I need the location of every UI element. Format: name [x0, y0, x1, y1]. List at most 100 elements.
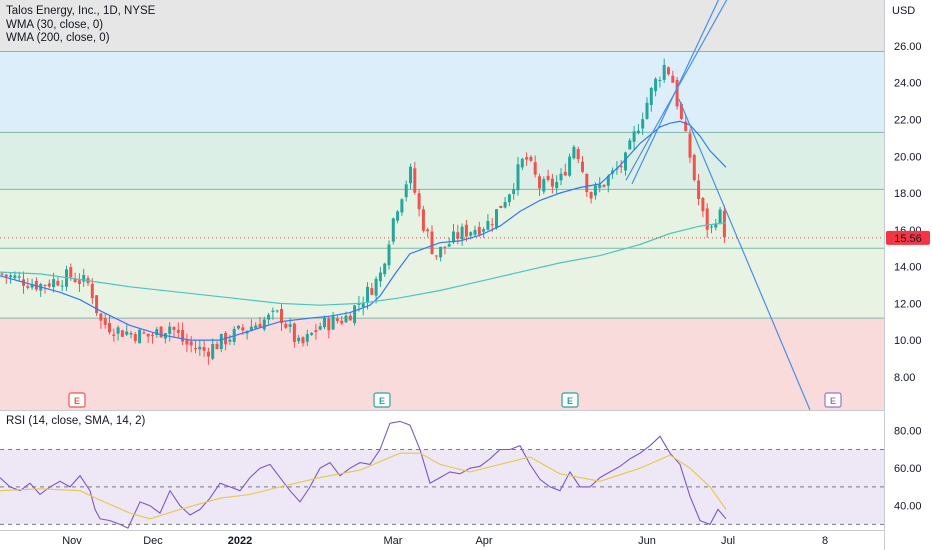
candle-body: [284, 323, 288, 328]
candle-body: [400, 199, 404, 213]
candle-body: [275, 310, 279, 312]
candle-body: [662, 64, 666, 80]
candle-body: [69, 267, 73, 278]
candle-body: [529, 156, 533, 161]
candle-body: [262, 319, 266, 330]
chart-title: Talos Energy, Inc., 1D, NYSE: [6, 5, 156, 17]
candle-body: [525, 157, 529, 160]
candle-body: [576, 148, 580, 160]
candle-body: [344, 315, 348, 323]
time-tick: Dec: [143, 535, 163, 547]
candle-body: [151, 334, 154, 336]
candle-body: [318, 326, 322, 330]
zone-band: [0, 248, 884, 319]
price-tick: 24.00: [894, 78, 922, 90]
price-tick: 26.00: [894, 41, 922, 53]
candle-body: [13, 275, 17, 279]
candle-body: [452, 231, 455, 243]
candle-body: [138, 329, 142, 344]
candle-body: [447, 244, 451, 247]
candle-body: [503, 202, 507, 208]
candle-body: [636, 130, 640, 134]
wma200-legend: WMA (200, close, 0): [6, 32, 110, 44]
candle-body: [52, 279, 56, 288]
candle-body: [581, 161, 584, 172]
candle-body: [512, 188, 516, 195]
candle-body: [103, 318, 107, 325]
candle-body: [129, 333, 133, 335]
earnings-marker: E: [561, 392, 579, 408]
candle-body: [692, 154, 696, 181]
earnings-label: E: [567, 396, 573, 406]
candle-body: [641, 119, 645, 129]
candle-body: [378, 272, 382, 282]
candle-body: [99, 313, 103, 321]
candle-body: [228, 339, 232, 342]
trend-line: [631, 0, 720, 185]
candle-body: [482, 229, 486, 232]
candle-body: [632, 131, 636, 142]
candle-body: [619, 166, 623, 168]
earnings-marker: E: [824, 392, 842, 408]
candle-body: [417, 193, 421, 210]
candle-body: [120, 330, 124, 337]
earnings-badge: [68, 392, 86, 408]
candle-body: [108, 322, 111, 333]
candle-body: [258, 323, 262, 328]
candle-body: [705, 208, 709, 230]
rsi-tick: 60.00: [894, 463, 922, 475]
candle-body: [645, 102, 649, 119]
candle-body: [718, 209, 722, 224]
rsi-ma-line: [0, 452, 727, 520]
earnings-badge: [824, 392, 842, 408]
candle-body: [241, 327, 245, 331]
candle-body: [206, 351, 210, 357]
rsi-line: [0, 420, 727, 529]
candle-body: [688, 133, 692, 158]
candle-body: [460, 226, 464, 240]
candle-body: [684, 121, 688, 132]
candle-body: [542, 179, 546, 192]
candle-body: [310, 332, 314, 335]
candle-body: [426, 229, 430, 232]
candle-body: [254, 325, 258, 329]
candle-body: [598, 184, 602, 188]
candle-body: [667, 67, 670, 75]
candle-body: [73, 278, 77, 283]
candle-body: [181, 329, 185, 342]
candle-body: [198, 346, 202, 350]
candle-body: [469, 232, 473, 236]
candle-body: [697, 180, 701, 200]
candle-body: [0, 273, 4, 275]
time-tick: Mar: [384, 535, 403, 547]
candle-body: [314, 330, 318, 332]
candle-body: [297, 337, 301, 342]
time-tick: Apr: [475, 535, 492, 547]
earnings-label: E: [74, 396, 80, 406]
candle-body: [116, 327, 120, 334]
earnings-badge: [561, 392, 579, 408]
candle-body: [305, 334, 309, 342]
trend-line: [625, 0, 728, 181]
candle-body: [516, 164, 520, 191]
rsi-tick: 40.00: [894, 501, 922, 513]
candle-body: [443, 246, 447, 248]
zone-band: [0, 0, 884, 52]
candle-body: [439, 246, 443, 258]
candle-body: [82, 275, 86, 282]
rsi-tick: 80.00: [894, 426, 922, 438]
candle-body: [215, 343, 219, 350]
candle-body: [366, 286, 369, 302]
candle-body: [189, 341, 193, 346]
price-tick: 10.00: [894, 335, 922, 347]
earnings-marker: E: [373, 392, 391, 408]
price-tag: [886, 230, 930, 245]
candle-body: [361, 303, 365, 308]
candle-body: [559, 173, 563, 181]
candle-body: [194, 348, 197, 350]
price-tag-label: 15.56: [894, 233, 922, 245]
candle-body: [185, 340, 189, 345]
time-tick: 2022: [228, 535, 252, 547]
zone-band: [0, 189, 884, 249]
